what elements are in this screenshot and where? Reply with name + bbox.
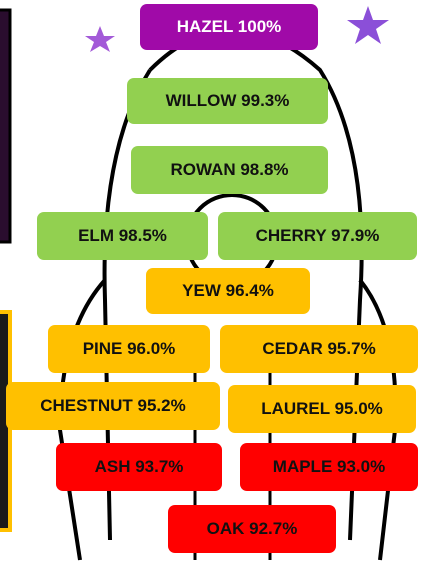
score-label: MAPLE 93.0% xyxy=(240,443,418,491)
score-label: YEW 96.4% xyxy=(146,268,310,314)
score-label: CEDAR 95.7% xyxy=(220,325,418,373)
page: HAZEL 100% WILLOW 99.3% ROWAN 98.8% ELM 98.… xyxy=(0,0,424,564)
star xyxy=(347,6,389,44)
score-label: ELM 98.5% xyxy=(37,212,208,260)
side-panel xyxy=(0,10,10,242)
score-label: LAUREL 95.0% xyxy=(228,385,416,433)
star xyxy=(85,26,115,52)
score-label: HAZEL 100% xyxy=(140,4,318,50)
score-label: PINE 96.0% xyxy=(48,325,210,373)
score-label: CHESTNUT 95.2% xyxy=(6,382,220,430)
score-label: ASH 93.7% xyxy=(56,443,222,491)
score-label: OAK 92.7% xyxy=(168,505,336,553)
score-label: CHERRY 97.9% xyxy=(218,212,417,260)
score-label: ROWAN 98.8% xyxy=(131,146,328,194)
score-label: WILLOW 99.3% xyxy=(127,78,328,124)
